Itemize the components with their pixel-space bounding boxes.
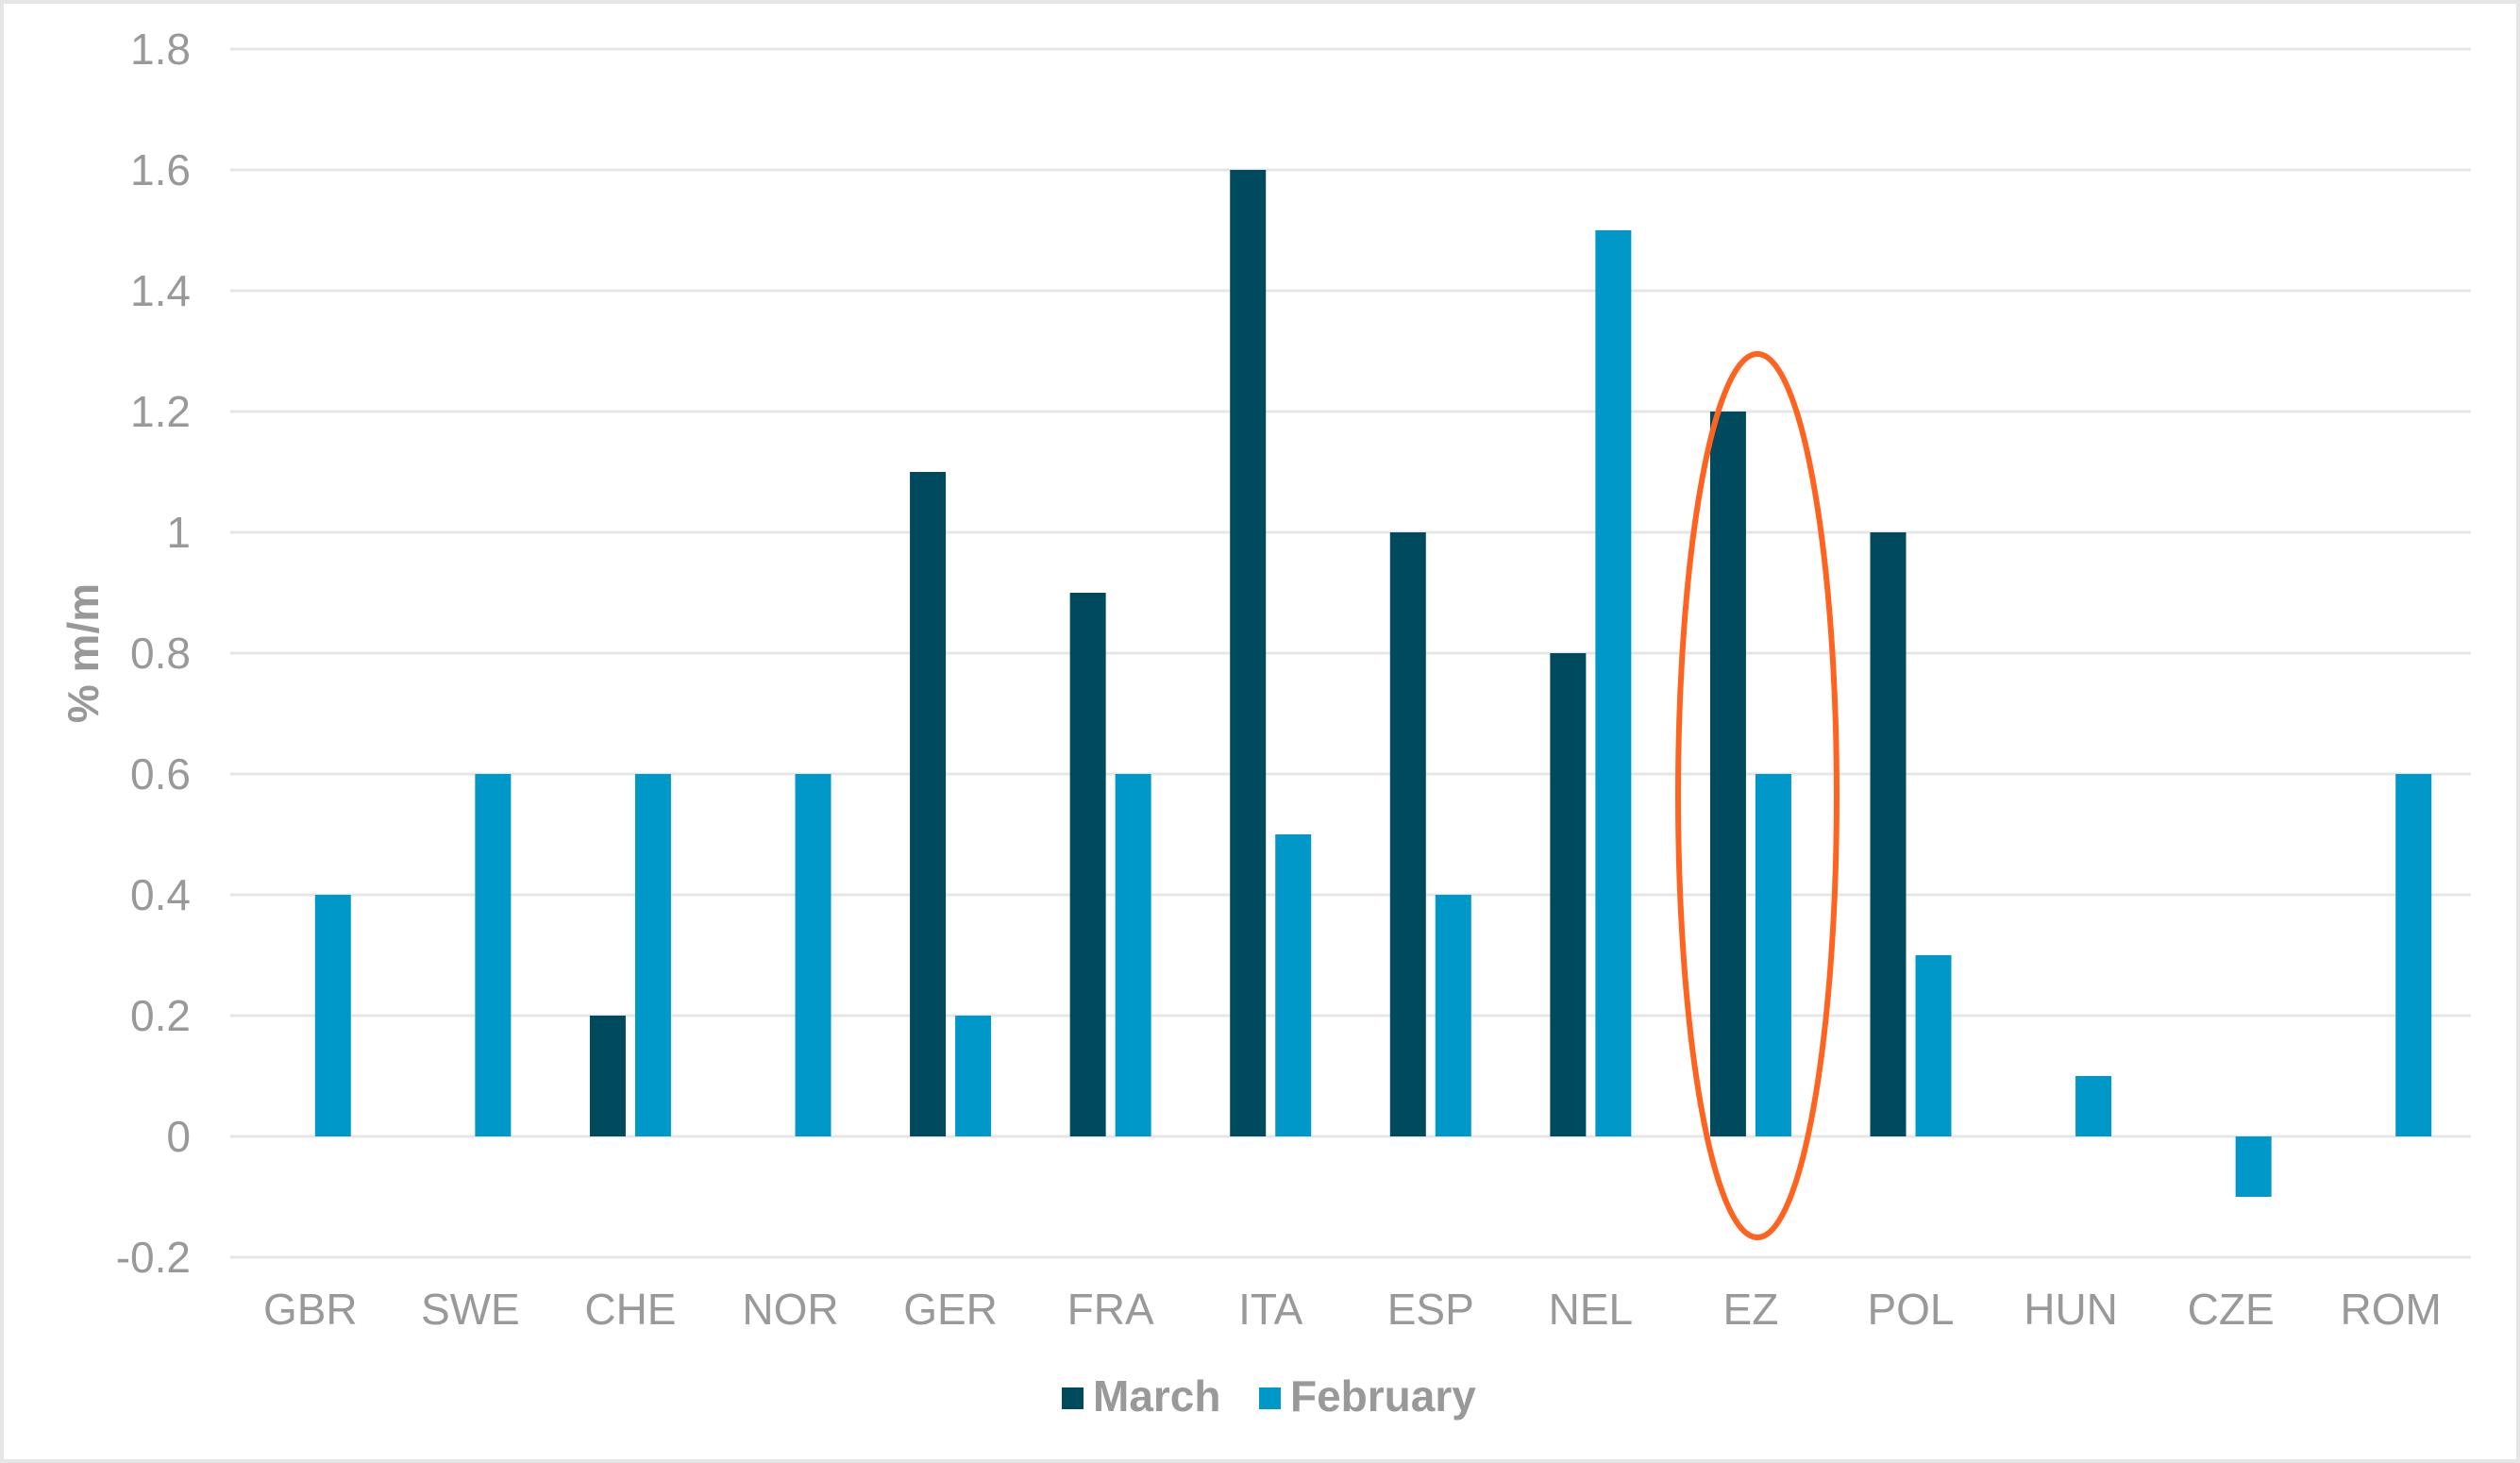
- y-tick-label: 0.2: [130, 991, 191, 1040]
- y-tick-label: -0.2: [116, 1233, 191, 1282]
- bar-february-ez: [1755, 774, 1791, 1136]
- bar-february-cze: [2235, 1136, 2272, 1197]
- x-tick-label: NEL: [1549, 1285, 1633, 1334]
- y-tick-label: 0: [166, 1112, 191, 1161]
- bar-march-nel: [1550, 653, 1587, 1136]
- y-tick-label: 0.8: [130, 629, 191, 678]
- legend-label-march: March: [1093, 1371, 1220, 1421]
- legend-swatch-march: [1062, 1387, 1084, 1409]
- y-tick-label: 1.2: [130, 387, 191, 436]
- x-tick-label: SWE: [421, 1285, 520, 1334]
- bar-march-ita: [1230, 170, 1267, 1136]
- highlight-ellipse: [1675, 351, 1840, 1240]
- y-tick-label: 0.6: [130, 749, 191, 799]
- y-axis-ticks: 1.8 1.6 1.4 1.2 1 0.8 0.6 0.4 0.2 0 -0.2: [116, 25, 191, 1282]
- gridlines: [230, 47, 2471, 1259]
- y-tick-label: 1.4: [130, 266, 191, 315]
- x-tick-label: CHE: [584, 1285, 676, 1334]
- x-tick-label: POL: [1867, 1285, 1954, 1334]
- y-tick-label: 1.6: [130, 145, 191, 194]
- bar-february-ger: [955, 1016, 992, 1136]
- bar-march-ger: [910, 472, 947, 1136]
- bar-march-pol: [1870, 532, 1907, 1136]
- x-tick-label: GBR: [263, 1285, 358, 1334]
- x-tick-label: EZ: [1723, 1285, 1779, 1334]
- legend-swatch-february: [1259, 1387, 1281, 1409]
- x-tick-label: ROM: [2341, 1285, 2442, 1334]
- x-axis-labels: GBR SWE CHE NOR GER FRA ITA ESP NEL EZ POL HUN CZE RO…: [263, 1285, 2442, 1334]
- x-tick-label: CZE: [2188, 1285, 2275, 1334]
- bar-february-hun: [2075, 1076, 2112, 1136]
- bar-february-nor: [795, 774, 832, 1136]
- y-axis-title: % m/m: [59, 583, 108, 723]
- bars: [314, 170, 2432, 1197]
- bar-february-swe: [475, 774, 512, 1136]
- x-tick-label: FRA: [1067, 1285, 1154, 1334]
- x-tick-label: ESP: [1387, 1285, 1474, 1334]
- bar-march-che: [589, 1016, 626, 1136]
- y-tick-label: 1.8: [130, 25, 191, 74]
- x-tick-label: HUN: [2024, 1285, 2118, 1334]
- legend-label-february: February: [1290, 1371, 1476, 1421]
- bar-march-fra: [1069, 593, 1106, 1136]
- bar-february-pol: [1915, 955, 1952, 1136]
- bar-march-esp: [1389, 532, 1426, 1136]
- y-tick-label: 0.4: [130, 870, 191, 919]
- bar-march-ez: [1709, 412, 1746, 1136]
- bar-february-nel: [1595, 230, 1632, 1136]
- x-tick-label: GER: [903, 1285, 998, 1334]
- bar-february-ita: [1275, 834, 1312, 1136]
- legend: March February: [1062, 1371, 1476, 1421]
- bar-february-che: [634, 774, 671, 1136]
- bar-february-esp: [1435, 895, 1471, 1136]
- bar-february-fra: [1115, 774, 1151, 1136]
- y-tick-label: 1: [166, 508, 191, 557]
- x-tick-label: NOR: [742, 1285, 838, 1334]
- x-tick-label: ITA: [1238, 1285, 1302, 1334]
- bar-february-rom: [2395, 774, 2432, 1136]
- bar-february-gbr: [314, 895, 351, 1136]
